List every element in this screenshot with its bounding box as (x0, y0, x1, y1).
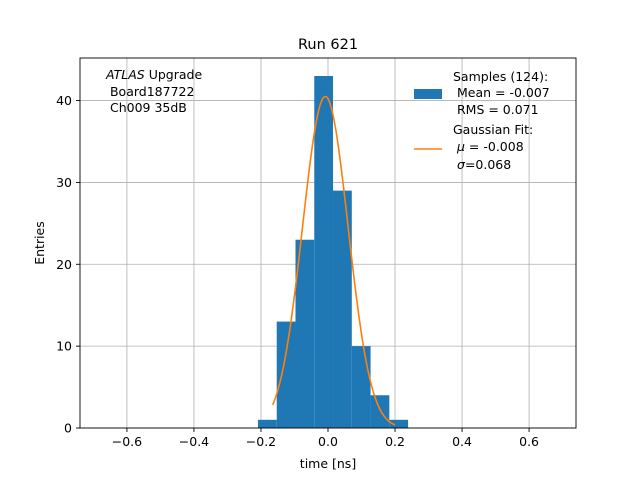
legend-mu-symbol: μ (456, 139, 465, 154)
x-tick-label: 0.4 (452, 434, 472, 449)
legend-sigma-value: =0.068 (465, 157, 511, 172)
annotation-board: Board187722 (106, 84, 194, 99)
x-tick-label: −0.6 (112, 434, 142, 449)
x-axis-label: time [ns] (300, 456, 356, 471)
x-tick-label: 0.6 (519, 434, 539, 449)
y-tick-label: 0 (64, 421, 72, 436)
legend-mu-value: = -0.008 (465, 139, 524, 154)
legend: Samples (124): Mean = -0.007 RMS = 0.071… (414, 69, 550, 172)
x-tick-label: −0.2 (246, 434, 276, 449)
legend-fit-sigma: σ=0.068 (457, 157, 511, 172)
legend-samples-rms: RMS = 0.071 (453, 102, 539, 117)
x-tick-label: −0.4 (179, 434, 209, 449)
y-axis-ticks: 0 10 20 30 40 (56, 93, 80, 436)
histogram-bar (389, 419, 409, 428)
legend-sigma-symbol: σ (457, 157, 466, 172)
histogram-bar (295, 239, 315, 428)
histogram-bar (257, 419, 277, 428)
x-tick-label: 0.0 (318, 434, 338, 449)
annotation-channel: Ch009 35dB (106, 100, 187, 115)
chart-title: Run 621 (298, 37, 358, 53)
histogram-bar (314, 76, 334, 428)
histogram-bar (276, 321, 296, 428)
annotation-line-1: ATLAS Upgrade (105, 67, 202, 82)
x-tick-label: 0.2 (385, 434, 405, 449)
annotation-atlas: ATLAS (105, 67, 145, 82)
legend-samples-swatch (414, 89, 442, 99)
legend-fit-title: Gaussian Fit: (453, 122, 533, 137)
annotation-upgrade: Upgrade (145, 67, 203, 82)
legend-samples-mean: Mean = -0.007 (453, 85, 550, 100)
histogram-bar (351, 346, 371, 428)
legend-samples-title: Samples (124): (453, 69, 548, 84)
histogram-bar (333, 190, 352, 428)
y-tick-label: 20 (56, 257, 72, 272)
x-axis-ticks: −0.6 −0.4 −0.2 0.0 0.2 0.4 0.6 (112, 428, 539, 449)
y-tick-label: 10 (56, 339, 72, 354)
y-tick-label: 40 (56, 93, 72, 108)
gaussian-fit-curve (271, 95, 396, 426)
histogram-bars (257, 76, 409, 428)
y-axis-label: Entries (32, 221, 47, 265)
histogram-bar (370, 395, 390, 428)
atlas-annotation: ATLAS Upgrade Board187722 Ch009 35dB (105, 67, 202, 115)
y-tick-label: 30 (56, 175, 72, 190)
legend-fit-mu: μ = -0.008 (456, 139, 524, 154)
